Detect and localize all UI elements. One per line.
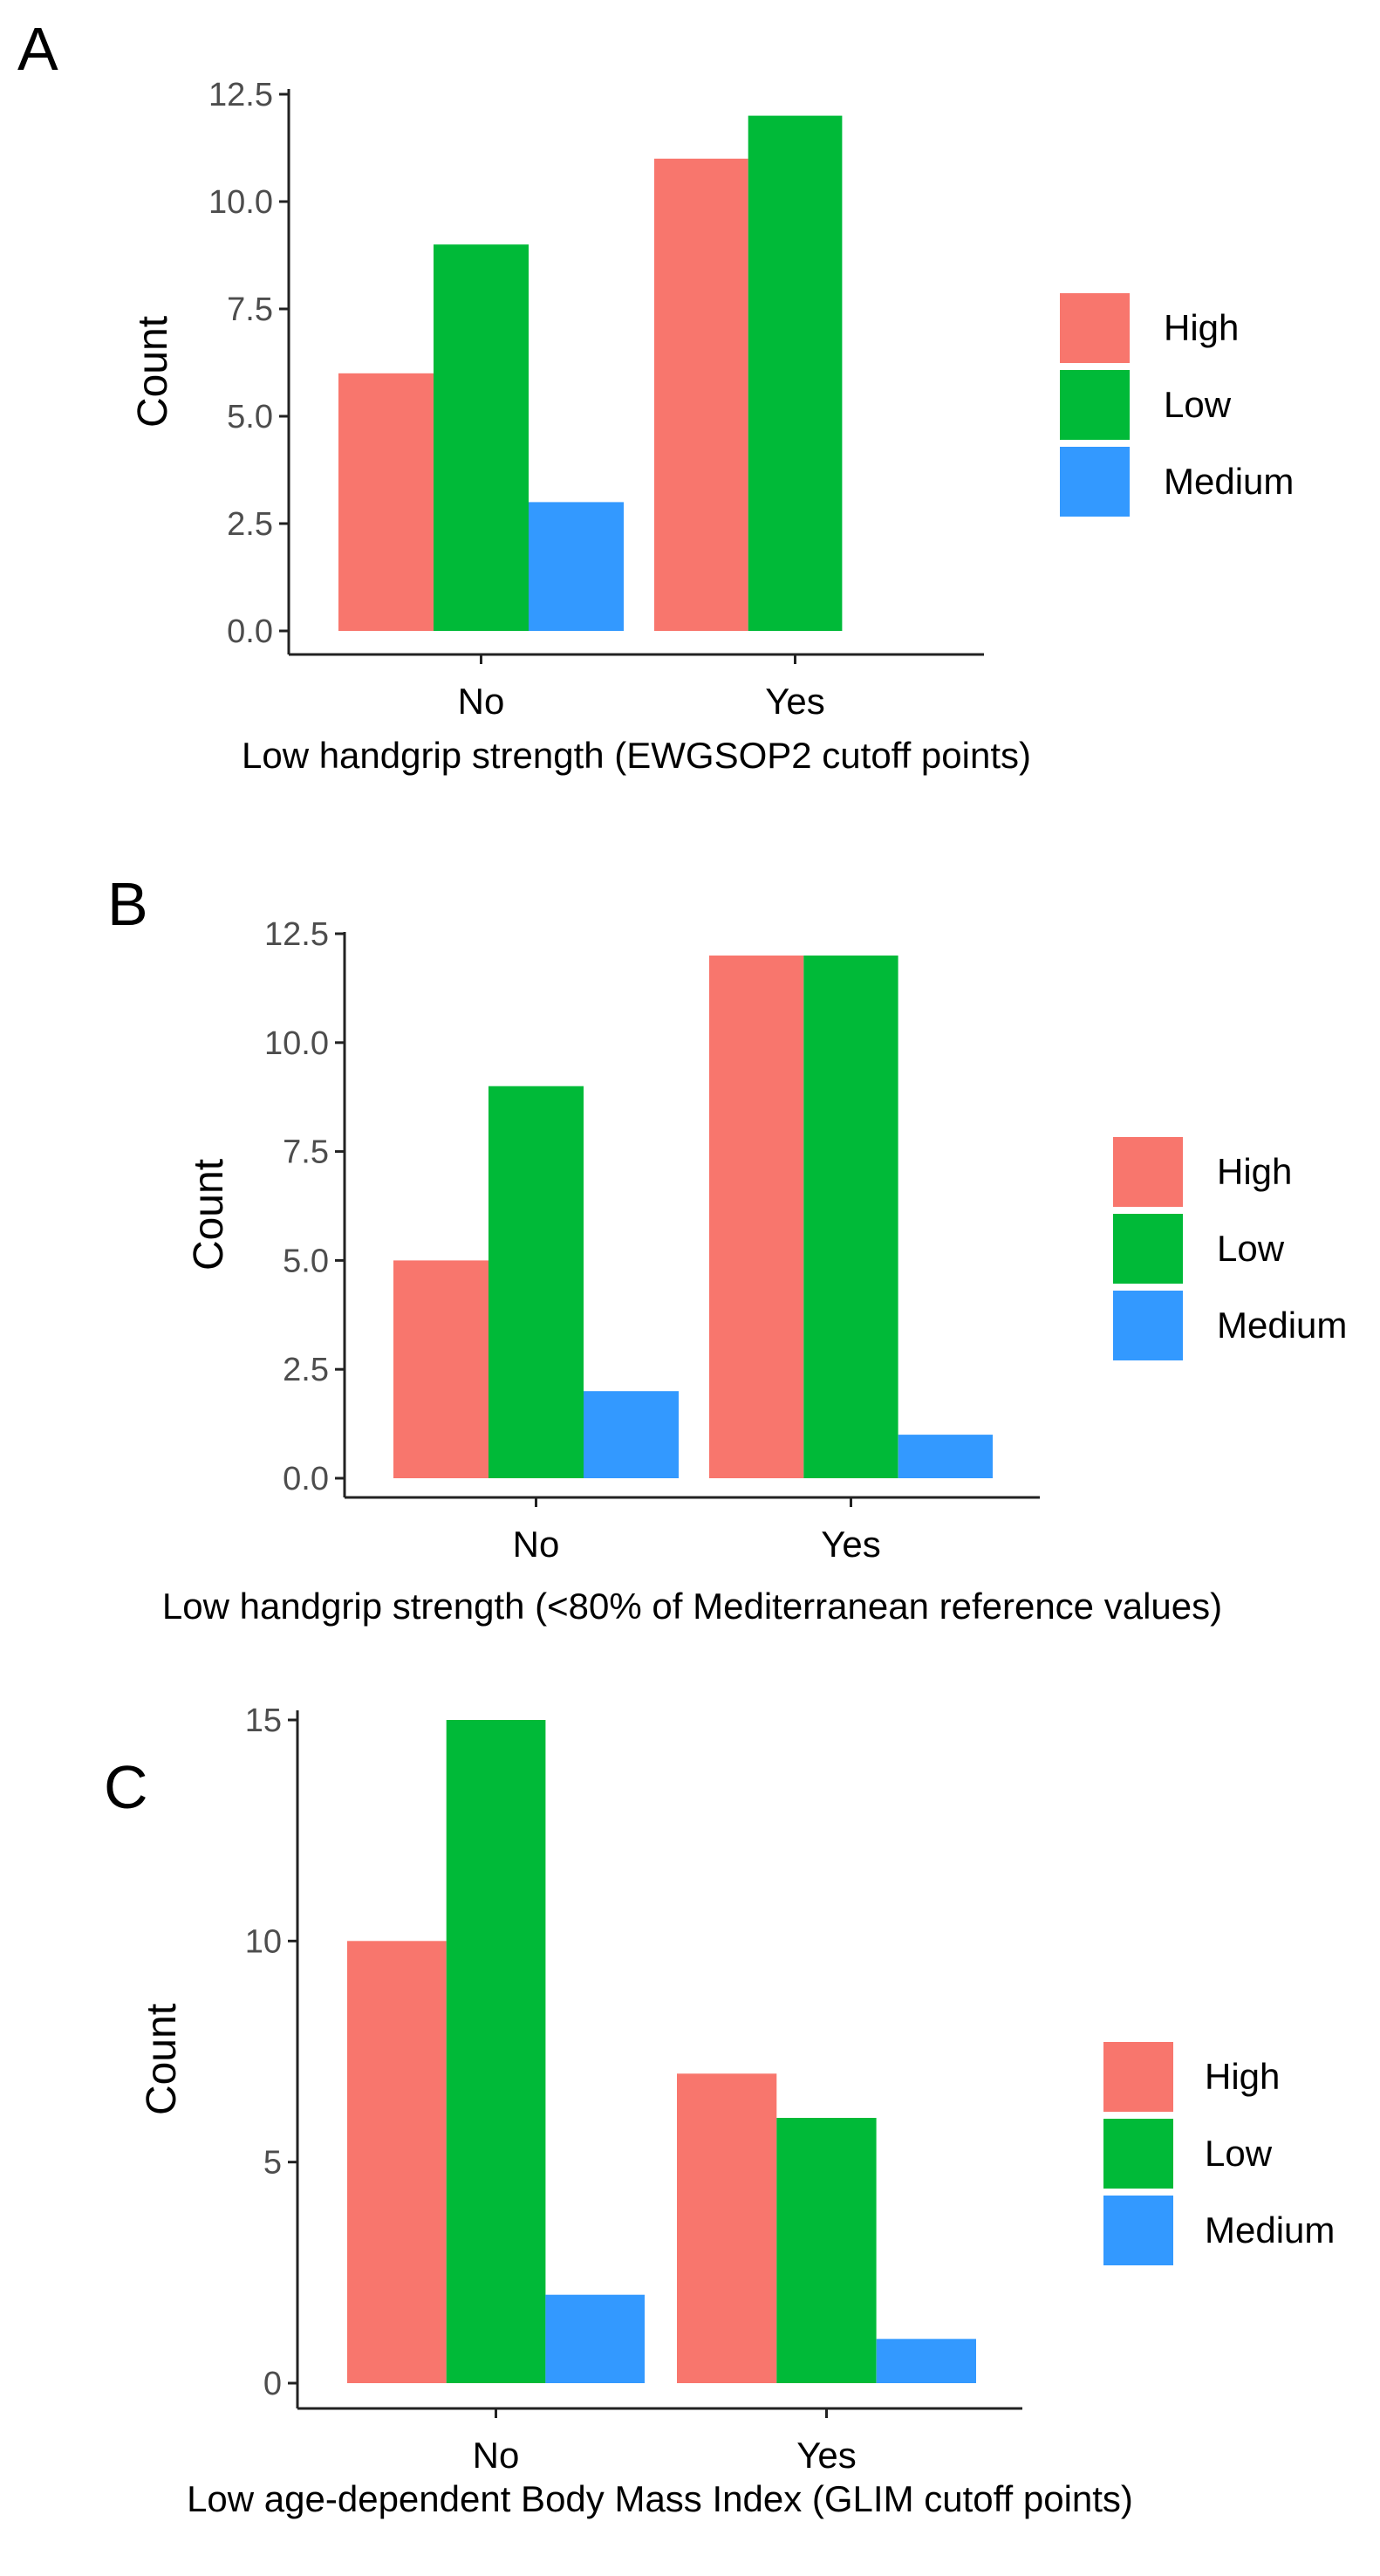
legend-label-medium: Medium (1164, 461, 1294, 502)
y-tick-label: 10 (245, 1923, 282, 1960)
bar-yes-high (654, 158, 748, 632)
y-tick-label: 7.5 (227, 291, 273, 328)
y-tick-label: 10.0 (208, 184, 273, 221)
x-tick-label-yes: Yes (796, 2435, 857, 2476)
legend-key-high (1113, 1137, 1183, 1207)
bar-yes-low (776, 2118, 877, 2383)
panel-label: B (107, 870, 148, 938)
bar-no-low (488, 1086, 584, 1478)
x-axis-title: Low handgrip strength (EWGSOP2 cutoff po… (242, 735, 1031, 776)
legend-key-medium (1113, 1291, 1183, 1360)
y-tick-label: 5.0 (227, 399, 273, 435)
bar-no-high (338, 373, 434, 631)
legend-key-medium (1060, 447, 1130, 517)
bar-no-high (393, 1260, 488, 1478)
x-axis-title: Low age-dependent Body Mass Index (GLIM … (187, 2478, 1133, 2519)
y-tick-label: 10.0 (264, 1025, 329, 1062)
bar-yes-high (677, 2073, 777, 2383)
y-tick-label: 7.5 (283, 1134, 329, 1171)
bar-no-medium (529, 502, 624, 631)
y-tick-label: 0.0 (227, 613, 273, 650)
legend-label-high: High (1205, 2056, 1280, 2097)
legend: High Low Medium (1103, 2042, 1335, 2265)
y-tick-label: 15 (245, 1702, 282, 1739)
legend-label-high: High (1217, 1151, 1292, 1192)
legend-key-low (1060, 370, 1130, 440)
y-tick-label: 2.5 (283, 1352, 329, 1388)
legend-label-high: High (1164, 307, 1239, 348)
y-tick-label: 0.0 (283, 1461, 329, 1497)
bar-no-medium (584, 1391, 679, 1478)
panel-label: A (17, 15, 58, 83)
legend: High Low Medium (1113, 1137, 1347, 1360)
y-axis-title: Count (139, 2004, 185, 2115)
bar-yes-low (748, 115, 843, 632)
y-tick-label: 5.0 (283, 1243, 329, 1279)
x-tick-label-yes: Yes (765, 681, 825, 722)
bar-yes-high (709, 956, 804, 1478)
y-tick-label: 0 (263, 2366, 282, 2402)
chart-panel-c: C 0 5 10 15 No Yes Count Low age-dependent Body … (104, 1702, 1335, 2519)
x-axis-title: Low handgrip strength (<80% of Mediterra… (162, 1586, 1222, 1627)
bar-no-high (347, 1941, 447, 2383)
legend-key-low (1103, 2119, 1173, 2189)
chart-panel-b: B 0.0 2.5 5.0 7.5 10.0 12.5 No Yes Count Low handg… (107, 870, 1347, 1627)
legend-label-low: Low (1164, 384, 1232, 425)
x-tick-label-yes: Yes (821, 1524, 881, 1565)
x-tick-label-no: No (458, 681, 505, 722)
legend-label-low: Low (1205, 2133, 1273, 2174)
x-tick-label-no: No (513, 1524, 560, 1565)
bar-no-medium (545, 2294, 645, 2383)
chart-panel-a: A 0.0 2.5 5.0 7.5 10.0 12.5 No Yes Count Low handg… (17, 15, 1294, 776)
bar-no-low (446, 1720, 546, 2383)
panel-label: C (104, 1753, 148, 1821)
bar-yes-medium (876, 2339, 976, 2383)
legend-key-high (1060, 293, 1130, 363)
legend-label-low: Low (1217, 1228, 1285, 1269)
y-tick-label: 2.5 (227, 506, 273, 543)
legend-key-high (1103, 2042, 1173, 2112)
legend-label-medium: Medium (1205, 2209, 1335, 2251)
y-tick-label: 5 (263, 2145, 282, 2182)
legend-key-medium (1103, 2196, 1173, 2265)
bar-no-low (434, 244, 529, 631)
legend: High Low Medium (1060, 293, 1294, 517)
y-axis-title: Count (130, 316, 176, 428)
bar-yes-medium (898, 1435, 993, 1478)
legend-label-medium: Medium (1217, 1305, 1347, 1346)
x-tick-label-no: No (473, 2435, 520, 2476)
y-tick-label: 12.5 (208, 77, 273, 113)
bar-yes-low (803, 956, 898, 1478)
y-tick-label: 12.5 (264, 916, 329, 953)
y-axis-title: Count (186, 1159, 232, 1271)
legend-key-low (1113, 1214, 1183, 1284)
